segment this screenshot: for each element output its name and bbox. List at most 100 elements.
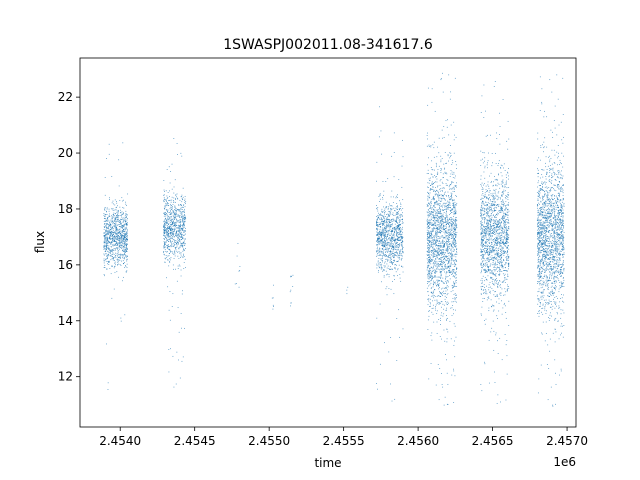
scatter-point: [386, 214, 387, 215]
scatter-point: [453, 224, 455, 226]
scatter-point: [173, 244, 175, 245]
scatter-point: [492, 258, 494, 260]
scatter-point: [399, 243, 401, 244]
scatter-point: [431, 88, 433, 90]
scatter-point: [435, 228, 437, 230]
scatter-point: [392, 231, 394, 233]
scatter-point: [429, 284, 431, 286]
scatter-point: [113, 225, 115, 227]
scatter-point: [456, 182, 457, 184]
scatter-point: [384, 237, 385, 238]
scatter-point: [427, 255, 428, 257]
scatter-point: [448, 205, 449, 207]
scatter-point: [172, 232, 174, 234]
scatter-point: [182, 290, 183, 292]
scatter-point: [436, 302, 438, 304]
scatter-point: [107, 238, 108, 240]
scatter-point: [393, 260, 395, 262]
scatter-point: [396, 231, 397, 232]
scatter-point: [426, 238, 428, 240]
scatter-point: [429, 273, 430, 274]
scatter-point: [484, 269, 485, 271]
scatter-point: [453, 219, 454, 221]
scatter-point: [180, 275, 182, 277]
scatter-point: [493, 219, 495, 221]
scatter-point: [106, 210, 107, 212]
scatter-point: [400, 280, 402, 282]
scatter-point: [440, 161, 442, 163]
scatter-point: [432, 257, 434, 258]
scatter-point: [180, 242, 181, 244]
scatter-point: [118, 220, 120, 222]
scatter-point: [442, 282, 444, 284]
scatter-point: [381, 236, 382, 237]
scatter-point: [399, 253, 401, 254]
scatter-point: [176, 241, 178, 243]
scatter-point: [119, 226, 121, 227]
scatter-point: [436, 164, 437, 166]
scatter-point: [380, 241, 382, 243]
scatter-point: [451, 218, 453, 220]
scatter-point: [398, 179, 400, 181]
scatter-point: [454, 199, 455, 201]
scatter-point: [164, 257, 166, 259]
scatter-point: [497, 318, 498, 319]
scatter-point: [125, 221, 126, 222]
scatter-point: [174, 240, 176, 241]
scatter-point: [108, 248, 110, 250]
scatter-point: [437, 264, 439, 266]
scatter-point: [105, 243, 107, 245]
scatter-point: [113, 245, 115, 247]
scatter-point: [496, 235, 498, 237]
scatter-point: [400, 215, 401, 217]
scatter-point: [394, 219, 396, 221]
scatter-point: [430, 254, 432, 255]
scatter-point: [381, 218, 383, 220]
scatter-point: [448, 262, 450, 264]
scatter-point: [448, 134, 450, 136]
scatter-point: [402, 231, 404, 233]
scatter-point: [435, 242, 436, 244]
scatter-point: [445, 277, 446, 279]
scatter-point: [445, 235, 447, 237]
scatter-point: [436, 271, 438, 273]
scatter-point: [445, 209, 447, 211]
scatter-point: [489, 254, 491, 255]
scatter-point: [453, 282, 455, 284]
scatter-point: [430, 231, 432, 233]
scatter-point: [453, 212, 455, 214]
scatter-point: [117, 247, 119, 249]
scatter-point: [171, 228, 173, 230]
scatter-point: [388, 351, 390, 353]
scatter-point: [502, 201, 504, 203]
scatter-point: [382, 248, 383, 249]
scatter-point: [499, 280, 500, 281]
scatter-point: [399, 214, 401, 216]
scatter-point: [393, 254, 395, 256]
scatter-point: [108, 241, 109, 243]
scatter-point: [391, 219, 393, 221]
scatter-point: [382, 245, 384, 247]
scatter-point: [119, 233, 121, 235]
scatter-point: [453, 206, 454, 208]
scatter-point: [179, 232, 181, 234]
scatter-point: [392, 221, 394, 223]
scatter-point: [397, 249, 399, 251]
scatter-point: [436, 239, 437, 241]
scatter-point: [174, 225, 175, 227]
scatter-point: [455, 277, 457, 278]
scatter-point: [123, 237, 125, 239]
scatter-point: [388, 206, 390, 208]
scatter-point: [117, 256, 119, 258]
scatter-point: [437, 263, 438, 265]
scatter-point: [399, 244, 401, 246]
scatter-point: [185, 218, 187, 220]
scatter-point: [502, 273, 504, 275]
scatter-point: [488, 208, 490, 210]
scatter-point: [172, 252, 174, 254]
scatter-point: [450, 221, 452, 222]
scatter-point: [384, 227, 386, 229]
scatter-point: [384, 256, 386, 257]
scatter-point: [438, 165, 440, 167]
scatter-point: [496, 239, 498, 241]
